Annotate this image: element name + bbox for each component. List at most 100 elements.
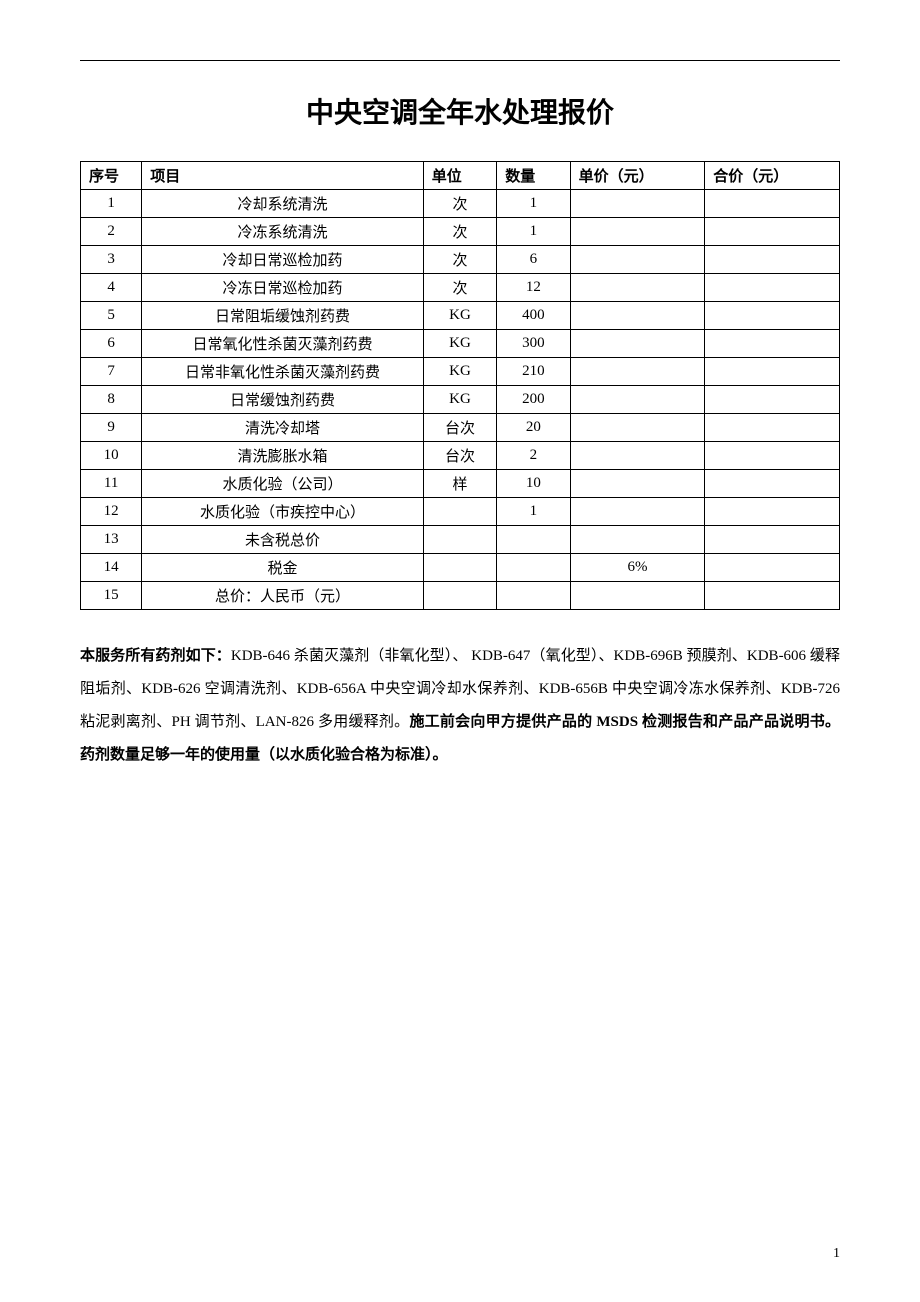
table-row: 13未含税总价 [81, 526, 840, 554]
table-cell: 台次 [423, 442, 496, 470]
table-cell: 13 [81, 526, 142, 554]
table-cell: 清洗膨胀水箱 [142, 442, 424, 470]
table-row: 1冷却系统清洗次1 [81, 190, 840, 218]
table-row: 9清洗冷却塔台次20 [81, 414, 840, 442]
table-cell [570, 246, 705, 274]
table-cell [570, 414, 705, 442]
table-cell [705, 582, 840, 610]
table-cell: 次 [423, 218, 496, 246]
lead-bold-text: 本服务所有药剂如下： [80, 648, 231, 664]
table-cell [570, 526, 705, 554]
table-cell: 14 [81, 554, 142, 582]
table-row: 14税金 6% [81, 554, 840, 582]
table-row: 12水质化验（市疾控中心） 1 [81, 498, 840, 526]
table-cell: 冷却日常巡检加药 [142, 246, 424, 274]
table-cell: 2 [497, 442, 570, 470]
table-cell [570, 274, 705, 302]
table-cell: 3 [81, 246, 142, 274]
table-cell [705, 302, 840, 330]
quotation-table: 序号 项目 单位 数量 单价（元） 合价（元） 1冷却系统清洗次12冷冻系统清洗… [80, 161, 840, 610]
table-cell: 6 [497, 246, 570, 274]
table-cell: 次 [423, 246, 496, 274]
table-row: 10清洗膨胀水箱台次2 [81, 442, 840, 470]
table-cell: 水质化验（公司） [142, 470, 424, 498]
table-cell: 清洗冷却塔 [142, 414, 424, 442]
header-item: 项目 [142, 162, 424, 190]
table-cell: 11 [81, 470, 142, 498]
table-cell: 水质化验（市疾控中心） [142, 498, 424, 526]
table-row: 4冷冻日常巡检加药次12 [81, 274, 840, 302]
table-row: 15总价：人民币（元） [81, 582, 840, 610]
table-cell [497, 554, 570, 582]
table-cell: 4 [81, 274, 142, 302]
table-cell: 210 [497, 358, 570, 386]
table-cell: 20 [497, 414, 570, 442]
table-cell [423, 582, 496, 610]
table-cell [497, 582, 570, 610]
table-row: 11水质化验（公司）样10 [81, 470, 840, 498]
table-cell [705, 526, 840, 554]
table-cell: 6 [81, 330, 142, 358]
table-cell [570, 498, 705, 526]
table-cell: 冷冻日常巡检加药 [142, 274, 424, 302]
table-cell [705, 358, 840, 386]
table-cell [705, 190, 840, 218]
table-cell [570, 386, 705, 414]
table-cell: KG [423, 386, 496, 414]
table-cell [705, 554, 840, 582]
table-cell: 税金 [142, 554, 424, 582]
table-cell [705, 442, 840, 470]
table-cell: 300 [497, 330, 570, 358]
header-total-price: 合价（元） [705, 162, 840, 190]
table-cell [705, 498, 840, 526]
table-cell [423, 498, 496, 526]
table-cell: 5 [81, 302, 142, 330]
table-body: 1冷却系统清洗次12冷冻系统清洗次13冷却日常巡检加药次64冷冻日常巡检加药次1… [81, 190, 840, 610]
table-cell [705, 470, 840, 498]
table-cell [423, 526, 496, 554]
table-cell: 日常非氧化性杀菌灭藻剂药费 [142, 358, 424, 386]
table-cell: 1 [81, 190, 142, 218]
table-row: 6日常氧化性杀菌灭藻剂药费KG300 [81, 330, 840, 358]
table-cell: 1 [497, 498, 570, 526]
table-cell [705, 330, 840, 358]
table-cell: 6% [570, 554, 705, 582]
table-row: 3冷却日常巡检加药次6 [81, 246, 840, 274]
table-cell [705, 386, 840, 414]
table-cell: KG [423, 358, 496, 386]
header-seq: 序号 [81, 162, 142, 190]
table-cell: 日常缓蚀剂药费 [142, 386, 424, 414]
table-cell [570, 358, 705, 386]
header-unit-price: 单价（元） [570, 162, 705, 190]
table-header-row: 序号 项目 单位 数量 单价（元） 合价（元） [81, 162, 840, 190]
table-cell [570, 470, 705, 498]
table-cell: 次 [423, 274, 496, 302]
table-cell: 12 [81, 498, 142, 526]
table-cell [705, 274, 840, 302]
table-row: 2冷冻系统清洗次1 [81, 218, 840, 246]
table-cell: 总价：人民币（元） [142, 582, 424, 610]
table-cell [570, 330, 705, 358]
header-unit: 单位 [423, 162, 496, 190]
description-paragraph: 本服务所有药剂如下：KDB-646 杀菌灭藻剂（非氧化型）、 KDB-647（氧… [80, 640, 840, 772]
table-cell [705, 218, 840, 246]
table-cell: 7 [81, 358, 142, 386]
table-row: 7日常非氧化性杀菌灭藻剂药费KG210 [81, 358, 840, 386]
header-qty: 数量 [497, 162, 570, 190]
table-cell [497, 526, 570, 554]
table-cell: 10 [81, 442, 142, 470]
table-cell: KG [423, 302, 496, 330]
table-cell: 未含税总价 [142, 526, 424, 554]
table-cell: 冷冻系统清洗 [142, 218, 424, 246]
table-cell: 日常阻垢缓蚀剂药费 [142, 302, 424, 330]
table-cell: 1 [497, 218, 570, 246]
horizontal-rule [80, 60, 840, 61]
table-cell: 1 [497, 190, 570, 218]
table-cell [570, 442, 705, 470]
table-cell: 样 [423, 470, 496, 498]
table-cell: 15 [81, 582, 142, 610]
document-title: 中央空调全年水处理报价 [80, 91, 840, 131]
table-cell: 次 [423, 190, 496, 218]
table-cell: KG [423, 330, 496, 358]
table-cell [705, 246, 840, 274]
